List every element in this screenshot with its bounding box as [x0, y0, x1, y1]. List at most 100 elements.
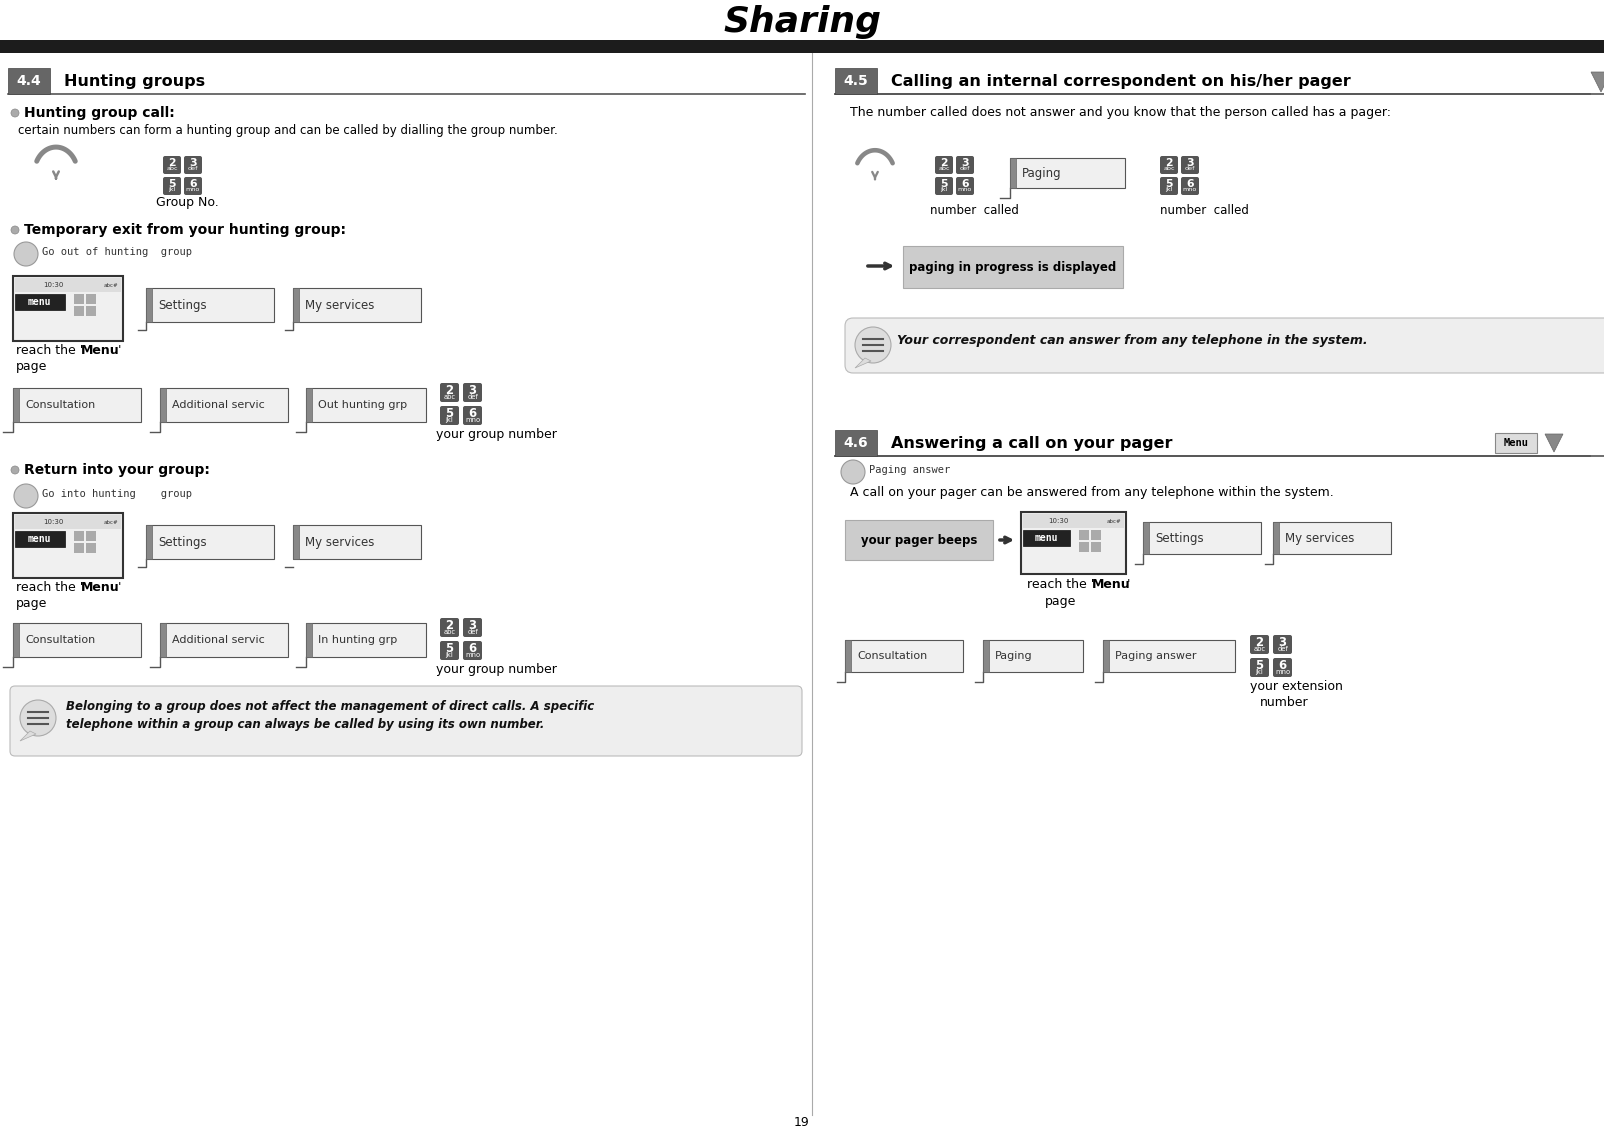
- Text: 6: 6: [189, 179, 197, 189]
- Text: 4.4: 4.4: [16, 74, 42, 88]
- Text: 10:30: 10:30: [43, 519, 63, 525]
- Text: Paging answer: Paging answer: [869, 465, 950, 475]
- FancyBboxPatch shape: [439, 384, 459, 402]
- FancyBboxPatch shape: [1160, 178, 1177, 195]
- Text: menu: menu: [1035, 533, 1059, 543]
- Text: reach the ': reach the ': [1027, 578, 1094, 591]
- Text: Go into hunting    group: Go into hunting group: [42, 489, 192, 498]
- FancyBboxPatch shape: [1250, 635, 1269, 654]
- Text: ': ': [119, 582, 122, 594]
- FancyBboxPatch shape: [184, 178, 202, 195]
- Text: Return into your group:: Return into your group:: [24, 463, 210, 477]
- Bar: [13, 622, 141, 657]
- Circle shape: [11, 465, 19, 475]
- Bar: [306, 622, 427, 657]
- Polygon shape: [1545, 434, 1562, 452]
- Bar: [160, 622, 289, 657]
- Text: Settings: Settings: [1155, 531, 1203, 544]
- Bar: [14, 531, 64, 547]
- FancyBboxPatch shape: [164, 156, 181, 174]
- Bar: [85, 543, 96, 553]
- Bar: [1144, 522, 1148, 554]
- Bar: [903, 246, 1123, 288]
- Circle shape: [14, 484, 38, 508]
- Bar: [74, 294, 83, 304]
- Text: menu: menu: [27, 534, 51, 544]
- Text: 4.6: 4.6: [844, 436, 868, 450]
- Text: 10:30: 10:30: [43, 282, 63, 288]
- FancyBboxPatch shape: [1274, 658, 1291, 677]
- Text: def: def: [188, 166, 199, 172]
- Text: def: def: [467, 394, 478, 399]
- Text: abc: abc: [938, 166, 950, 172]
- Text: Group No.: Group No.: [156, 196, 218, 209]
- FancyBboxPatch shape: [184, 156, 202, 174]
- Text: mno: mno: [1275, 669, 1290, 675]
- FancyBboxPatch shape: [935, 156, 953, 174]
- Text: Additional servic: Additional servic: [172, 635, 265, 645]
- Text: Paging: Paging: [1022, 166, 1062, 180]
- Text: Menu: Menu: [1503, 438, 1529, 448]
- Text: Temporary exit from your hunting group:: Temporary exit from your hunting group:: [24, 223, 346, 237]
- Bar: [294, 288, 420, 322]
- Text: 3: 3: [468, 619, 476, 632]
- FancyBboxPatch shape: [439, 641, 459, 660]
- Text: 10:30: 10:30: [1049, 518, 1068, 523]
- Bar: [845, 640, 962, 673]
- Text: abc#: abc#: [104, 520, 119, 525]
- Bar: [146, 525, 152, 559]
- Text: abc: abc: [1163, 166, 1174, 172]
- FancyBboxPatch shape: [956, 156, 974, 174]
- Bar: [1495, 432, 1537, 453]
- Text: jkl: jkl: [1165, 188, 1173, 192]
- Bar: [13, 513, 124, 578]
- Text: def: def: [1185, 166, 1195, 172]
- Text: reach the ': reach the ': [16, 344, 83, 357]
- Text: ': ': [1128, 578, 1131, 591]
- FancyBboxPatch shape: [464, 641, 481, 660]
- Bar: [160, 622, 165, 657]
- Text: page: page: [16, 360, 48, 373]
- FancyBboxPatch shape: [439, 406, 459, 424]
- Text: number  called: number called: [1160, 204, 1250, 217]
- FancyBboxPatch shape: [935, 178, 953, 195]
- FancyBboxPatch shape: [10, 686, 802, 756]
- Bar: [13, 622, 19, 657]
- Text: ': ': [119, 344, 122, 357]
- Text: Answering a call on your pager: Answering a call on your pager: [890, 436, 1173, 451]
- Text: Menu: Menu: [80, 582, 120, 594]
- Bar: [14, 278, 120, 292]
- Text: abc: abc: [443, 628, 456, 635]
- Bar: [983, 640, 1083, 673]
- Text: menu: menu: [27, 297, 51, 307]
- FancyBboxPatch shape: [439, 618, 459, 637]
- Text: 19: 19: [794, 1115, 810, 1129]
- Text: 3: 3: [189, 158, 197, 167]
- Text: Paging: Paging: [994, 651, 1033, 661]
- Text: 3: 3: [1278, 636, 1286, 649]
- FancyBboxPatch shape: [1274, 635, 1291, 654]
- Bar: [13, 388, 141, 422]
- Bar: [0, 40, 1604, 53]
- Text: Menu: Menu: [80, 344, 120, 357]
- Bar: [983, 640, 990, 673]
- Text: mno: mno: [465, 417, 480, 422]
- Text: your group number: your group number: [436, 663, 557, 676]
- Text: 6: 6: [1187, 179, 1193, 189]
- FancyBboxPatch shape: [1160, 156, 1177, 174]
- Text: 5: 5: [446, 406, 454, 420]
- Text: certain numbers can form a hunting group and can be called by dialling the group: certain numbers can form a hunting group…: [18, 124, 558, 137]
- Text: abc: abc: [443, 394, 456, 399]
- Bar: [85, 294, 96, 304]
- Circle shape: [11, 109, 19, 117]
- Text: My services: My services: [305, 298, 374, 312]
- Bar: [1079, 530, 1089, 541]
- Bar: [13, 277, 124, 341]
- Bar: [845, 520, 993, 560]
- Bar: [1104, 640, 1108, 673]
- Bar: [1274, 522, 1391, 554]
- Bar: [146, 525, 274, 559]
- Bar: [1079, 542, 1089, 552]
- Text: My services: My services: [1285, 531, 1354, 544]
- Bar: [1022, 512, 1126, 574]
